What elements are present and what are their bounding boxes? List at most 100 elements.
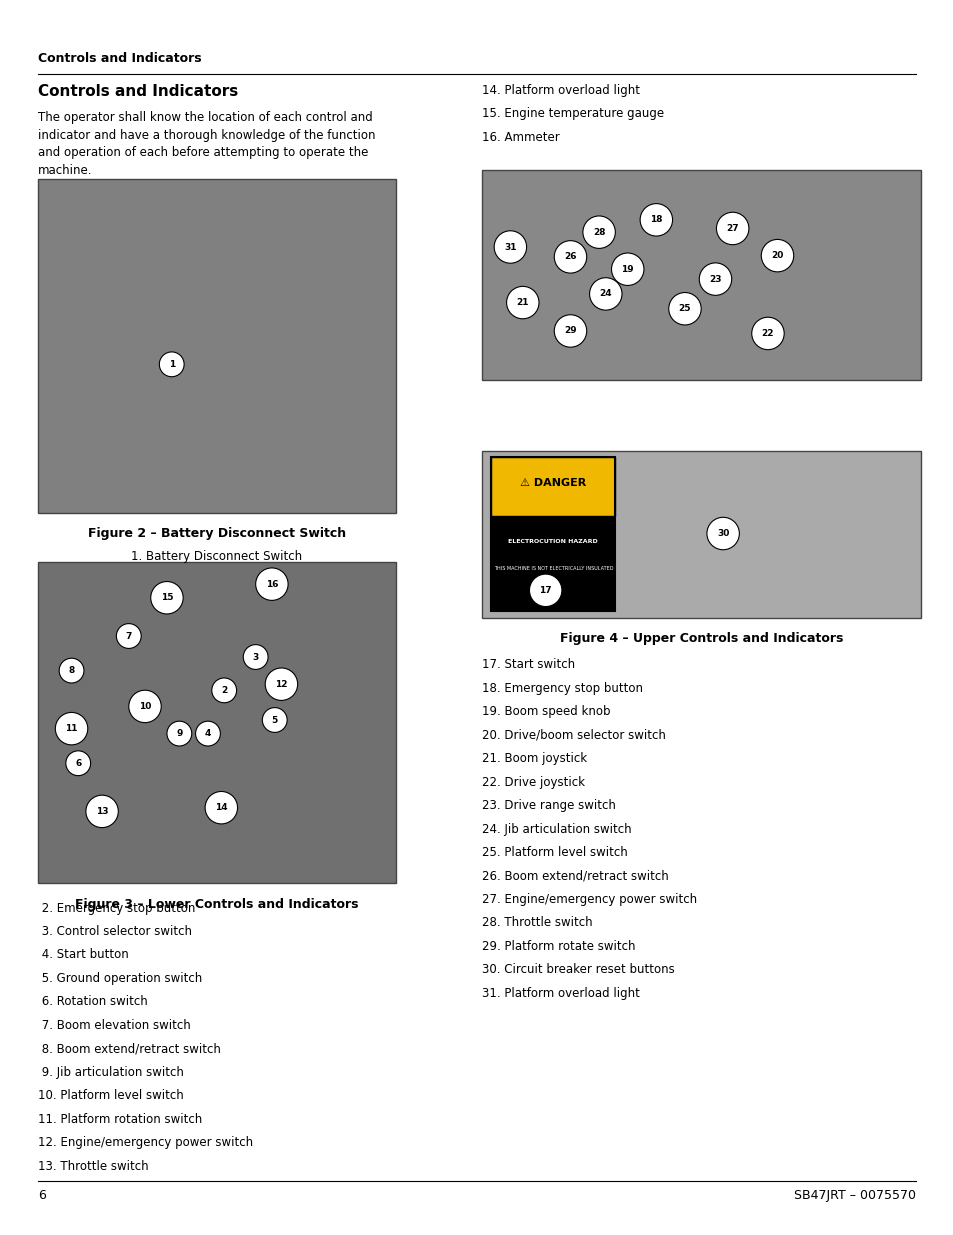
Bar (481, 451, 920, 618)
Text: Figure 3 – Lower Controls and Indicators: Figure 3 – Lower Controls and Indicators (75, 898, 358, 911)
Text: 25. Platform level switch: 25. Platform level switch (481, 846, 627, 860)
Text: 24. Jib articulation switch: 24. Jib articulation switch (481, 823, 631, 836)
Text: 23: 23 (708, 274, 721, 284)
Text: ⚠ DANGER: ⚠ DANGER (519, 478, 586, 488)
Ellipse shape (506, 287, 538, 319)
Text: 1: 1 (169, 359, 174, 369)
Ellipse shape (159, 352, 184, 377)
Bar (38, 179, 395, 513)
Ellipse shape (86, 795, 118, 827)
Text: 18: 18 (649, 215, 662, 225)
Ellipse shape (262, 708, 287, 732)
Bar (38, 562, 395, 883)
Text: 28: 28 (592, 227, 605, 237)
Ellipse shape (205, 792, 237, 824)
Ellipse shape (639, 204, 672, 236)
Text: 26. Boom extend/retract switch: 26. Boom extend/retract switch (481, 869, 668, 883)
Text: 1. Battery Disconnect Switch: 1. Battery Disconnect Switch (132, 550, 302, 563)
Ellipse shape (255, 568, 288, 600)
Text: 17: 17 (538, 585, 552, 595)
Ellipse shape (582, 216, 615, 248)
Text: 29: 29 (563, 326, 577, 336)
Text: 16. Ammeter: 16. Ammeter (481, 131, 558, 144)
Text: SB47JRT – 0075570: SB47JRT – 0075570 (793, 1189, 915, 1203)
Text: 19: 19 (620, 264, 634, 274)
Text: 16: 16 (265, 579, 278, 589)
Text: 15. Engine temperature gauge: 15. Engine temperature gauge (481, 107, 663, 121)
Text: 25: 25 (678, 304, 691, 314)
Text: 18. Emergency stop button: 18. Emergency stop button (481, 682, 642, 695)
Ellipse shape (554, 315, 586, 347)
Text: Controls and Indicators: Controls and Indicators (38, 84, 238, 99)
Text: 23. Drive range switch: 23. Drive range switch (481, 799, 615, 813)
Text: THIS MACHINE IS NOT ELECTRICALLY INSULATED: THIS MACHINE IS NOT ELECTRICALLY INSULAT… (493, 566, 613, 571)
Ellipse shape (529, 574, 561, 606)
Text: 22: 22 (760, 329, 774, 338)
Text: 6. Rotation switch: 6. Rotation switch (38, 995, 148, 1009)
Text: 3. Control selector switch: 3. Control selector switch (38, 925, 192, 939)
Text: 9. Jib articulation switch: 9. Jib articulation switch (38, 1066, 184, 1079)
Text: 20: 20 (771, 251, 782, 261)
Text: 5: 5 (272, 715, 277, 725)
Ellipse shape (59, 658, 84, 683)
Text: 14. Platform overload light: 14. Platform overload light (481, 84, 639, 98)
Ellipse shape (265, 668, 297, 700)
Ellipse shape (212, 678, 236, 703)
Ellipse shape (589, 278, 621, 310)
Text: 15: 15 (160, 593, 173, 603)
Text: 12. Engine/emergency power switch: 12. Engine/emergency power switch (38, 1136, 253, 1150)
Ellipse shape (706, 517, 739, 550)
Text: 29. Platform rotate switch: 29. Platform rotate switch (481, 940, 635, 953)
Text: 21. Boom joystick: 21. Boom joystick (481, 752, 586, 766)
Text: 28. Throttle switch: 28. Throttle switch (481, 916, 592, 930)
Text: 5. Ground operation switch: 5. Ground operation switch (38, 972, 202, 986)
Ellipse shape (116, 624, 141, 648)
Bar (481, 170, 920, 380)
Text: 14: 14 (214, 803, 228, 813)
Ellipse shape (611, 253, 643, 285)
Ellipse shape (751, 317, 783, 350)
Ellipse shape (55, 713, 88, 745)
Text: 2: 2 (221, 685, 227, 695)
Ellipse shape (66, 751, 91, 776)
Text: 9: 9 (176, 729, 182, 739)
Text: 6: 6 (75, 758, 81, 768)
Text: 27: 27 (725, 224, 739, 233)
Text: 26: 26 (563, 252, 577, 262)
Text: 11: 11 (65, 724, 78, 734)
Text: Figure 4 – Upper Controls and Indicators: Figure 4 – Upper Controls and Indicators (558, 632, 842, 646)
Text: 4: 4 (205, 729, 211, 739)
Text: Figure 2 – Battery Disconnect Switch: Figure 2 – Battery Disconnect Switch (88, 527, 346, 541)
Text: 8: 8 (69, 666, 74, 676)
Text: 7. Boom elevation switch: 7. Boom elevation switch (38, 1019, 191, 1032)
Text: 30. Circuit breaker reset buttons: 30. Circuit breaker reset buttons (481, 963, 674, 977)
Text: 13: 13 (95, 806, 109, 816)
Text: 10. Platform level switch: 10. Platform level switch (38, 1089, 184, 1103)
Text: 17. Start switch: 17. Start switch (481, 658, 575, 672)
Bar (491, 457, 615, 516)
Text: Controls and Indicators: Controls and Indicators (38, 52, 202, 65)
Text: 27. Engine/emergency power switch: 27. Engine/emergency power switch (481, 893, 696, 906)
Text: 31: 31 (503, 242, 517, 252)
Text: 22. Drive joystick: 22. Drive joystick (481, 776, 584, 789)
Text: 21: 21 (516, 298, 529, 308)
Ellipse shape (494, 231, 526, 263)
Text: The operator shall know the location of each control and
indicator and have a th: The operator shall know the location of … (38, 111, 375, 177)
Text: 24: 24 (598, 289, 612, 299)
Text: ELECTROCUTION HAZARD: ELECTROCUTION HAZARD (508, 540, 598, 545)
Text: 20. Drive/boom selector switch: 20. Drive/boom selector switch (481, 729, 665, 742)
Text: 31. Platform overload light: 31. Platform overload light (481, 987, 639, 1000)
Text: 3: 3 (253, 652, 258, 662)
Ellipse shape (760, 240, 793, 272)
Text: 13. Throttle switch: 13. Throttle switch (38, 1160, 149, 1173)
Text: 6: 6 (38, 1189, 46, 1203)
Ellipse shape (554, 241, 586, 273)
Ellipse shape (699, 263, 731, 295)
Text: 7: 7 (126, 631, 132, 641)
Text: 4. Start button: 4. Start button (38, 948, 129, 962)
Text: 19. Boom speed knob: 19. Boom speed knob (481, 705, 610, 719)
Ellipse shape (151, 582, 183, 614)
Ellipse shape (195, 721, 220, 746)
Text: 12: 12 (274, 679, 288, 689)
Text: 11. Platform rotation switch: 11. Platform rotation switch (38, 1113, 202, 1126)
